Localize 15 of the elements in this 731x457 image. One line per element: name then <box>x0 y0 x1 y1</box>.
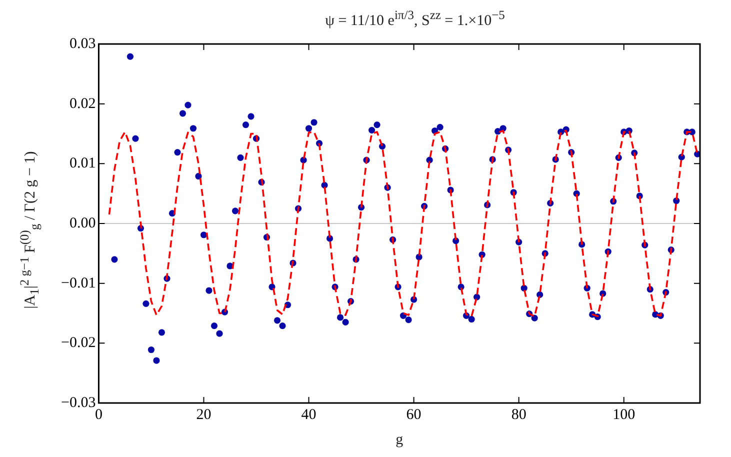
x-tick-label: 40 <box>301 406 316 423</box>
x-tick-label: 100 <box>612 406 636 423</box>
y-tick-label: 0.02 <box>69 96 96 112</box>
x-tick-label: 0 <box>94 406 102 423</box>
y-tick-label: 0.01 <box>69 156 96 172</box>
y-tick-label: 0.00 <box>69 215 96 232</box>
y-tick-label: −0.03 <box>60 394 96 411</box>
x-tick-label: 20 <box>196 406 212 423</box>
y-tick-label: 0.03 <box>69 36 96 52</box>
x-axis-title: g <box>396 432 404 448</box>
x-tick-label: 60 <box>406 406 422 423</box>
y-tick-label: −0.01 <box>60 275 96 292</box>
x-tick-label: 80 <box>511 406 526 423</box>
chart-title: ψ = 11/10 e$^{iπ/3}$, S$^{zz}$ = 1.×10$^{−5}$ <box>324 8 506 30</box>
y-tick-label: −0.02 <box>60 335 96 352</box>
